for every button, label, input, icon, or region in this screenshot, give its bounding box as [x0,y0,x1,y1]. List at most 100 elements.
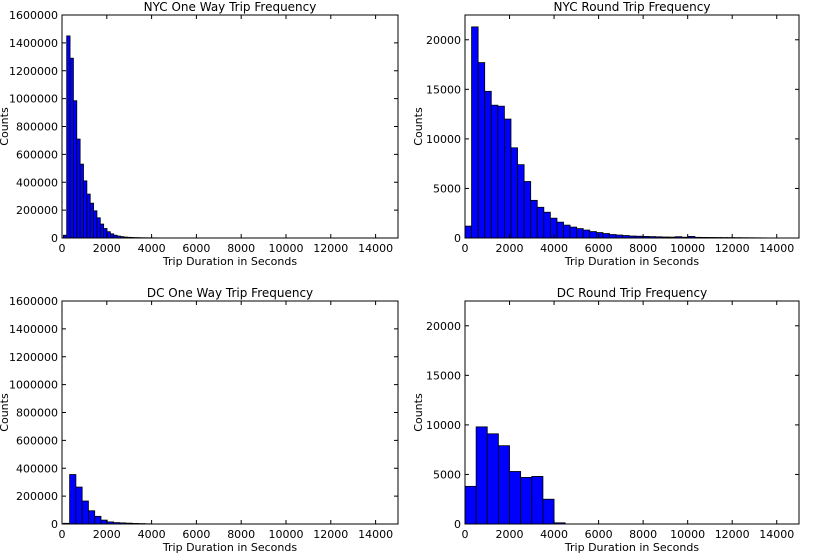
dc-round-trip-bar [486,433,499,525]
dc-round-trip-x-tick-label: 14000 [759,528,794,541]
nyc-one-way-title: NYC One Way Trip Frequency [144,0,317,14]
dc-one-way-y-tick-label: 400000 [16,462,58,475]
dc-round-trip-x-tick-label: 0 [462,528,469,541]
nyc-round-trip-bar [569,226,578,239]
dc-one-way-y-tick-label: 200000 [16,490,58,503]
dc-one-way-y-tick-label: 800000 [16,407,58,420]
nyc-round-trip-bar [523,181,532,239]
nyc-round-trip-bar [497,105,505,239]
nyc-round-trip-x-tick-label: 6000 [585,242,613,255]
nyc-one-way-bar [106,231,111,239]
nyc-round-trip-title: NYC Round Trip Frequency [554,0,711,14]
nyc-one-way-subplot: 0 2000 4000 6000 8000 10000 12000 14000 0 200000 4… [0,0,399,268]
nyc-one-way-bar [96,217,101,239]
nyc-round-trip-bar [517,164,525,239]
nyc-one-way-y-axis-label: Counts [0,107,11,146]
dc-one-way-y-tick-label: 1200000 [9,351,58,364]
dc-round-trip-x-tick-label: 2000 [496,528,524,541]
nyc-one-way-bar [73,100,78,239]
dc-one-way-x-tick-label: 4000 [138,528,166,541]
nyc-one-way-y-tick-label: 1400000 [9,37,58,50]
nyc-round-trip-bar [589,231,597,239]
dc-one-way-y-axis-label: Counts [0,393,11,432]
dc-round-trip-axes-frame [464,300,800,525]
dc-round-trip-y-tick-label: 20000 [426,320,461,333]
nyc-one-way-bar [79,163,84,239]
nyc-round-trip-bar [543,211,551,239]
dc-one-way-y-tick-label: 1000000 [9,379,58,392]
nyc-one-way-x-axis-label: Trip Duration in Seconds [162,255,297,268]
nyc-one-way-y-tick-label: 0 [51,232,58,245]
nyc-one-way-bars [62,35,168,239]
dc-one-way-x-axis-label: Trip Duration in Seconds [162,541,297,554]
nyc-one-way-y-tick-label: 1600000 [9,9,58,22]
nyc-one-way-x-tick-label: 12000 [313,242,348,255]
nyc-round-trip-y-tick-label: 15000 [426,83,461,96]
nyc-round-trip-bar [609,234,617,239]
dc-round-trip-y-axis-label: Counts [412,393,425,432]
nyc-one-way-x-tick-label: 8000 [227,242,255,255]
dc-round-trip-y-tick-label: 15000 [426,369,461,382]
nyc-round-trip-x-tick-label: 2000 [496,242,524,255]
dc-round-trip-y-tick-label: 5000 [433,468,461,481]
nyc-round-trip-y-axis-label: Counts [412,107,425,146]
nyc-round-trip-x-tick-label: 14000 [759,242,794,255]
nyc-round-trip-bar [556,221,564,239]
nyc-round-trip-y-tick-label: 10000 [426,133,461,146]
nyc-round-trip-x-tick-label: 8000 [629,242,657,255]
nyc-round-trip-bar [576,228,584,239]
dc-round-trip-x-tick-label: 6000 [585,528,613,541]
nyc-one-way-bar [99,223,105,239]
nyc-one-way-y-tick-label: 800000 [16,121,58,134]
nyc-round-trip-subplot: 0 2000 4000 6000 8000 10000 12000 14000 0 5000 100… [412,0,800,268]
dc-one-way-x-tick-label: 2000 [93,528,121,541]
nyc-round-trip-bar [477,62,486,239]
dc-round-trip-bar [520,477,533,525]
dc-one-way-subplot: 0 2000 4000 6000 8000 10000 12000 14000 0 200000 4… [0,286,399,554]
dc-round-trip-x-tick-label: 4000 [540,528,568,541]
nyc-one-way-bar [69,57,74,239]
dc-one-way-bar [88,510,96,525]
nyc-one-way-axes-frame [61,14,399,239]
dc-round-trip-bar [542,498,555,525]
dc-one-way-x-tick-label: 0 [59,528,66,541]
nyc-round-trip-y-tick-label: 20000 [426,34,461,47]
dc-one-way-bar [81,500,89,525]
nyc-one-way-x-tick-label: 6000 [182,242,210,255]
dc-round-trip-x-tick-label: 8000 [629,528,657,541]
dc-round-trip-title: DC Round Trip Frequency [557,286,707,300]
nyc-one-way-bar [89,202,94,239]
dc-round-trip-subplot: 0 2000 4000 6000 8000 10000 12000 14000 0 5000 100… [412,286,800,554]
dc-round-trip-y-tick-label: 10000 [426,419,461,432]
dc-one-way-x-tick-label: 12000 [313,528,348,541]
nyc-one-way-bar [86,193,91,239]
nyc-one-way-bar [66,35,71,239]
dc-one-way-x-tick-label: 14000 [358,528,393,541]
nyc-round-trip-y-tick-label: 0 [454,232,461,245]
nyc-one-way-y-tick-label: 400000 [16,176,58,189]
nyc-one-way-y-tick-label: 1200000 [9,65,58,78]
nyc-one-way-y-tick-label: 200000 [16,204,58,217]
nyc-round-trip-y-tick-label: 5000 [433,182,461,195]
nyc-one-way-bar [83,180,88,239]
nyc-round-trip-bar [490,104,499,239]
dc-one-way-x-tick-label: 10000 [269,528,304,541]
dc-one-way-axes-frame [61,300,399,525]
nyc-round-trip-bar [563,224,571,239]
dc-round-trip-x-axis-label: Trip Duration in Seconds [564,541,699,554]
nyc-one-way-x-tick-label: 14000 [358,242,393,255]
nyc-round-trip-bar [510,147,518,239]
nyc-one-way-y-tick-label: 600000 [16,148,58,161]
nyc-one-way-x-tick-label: 2000 [93,242,121,255]
dc-round-trip-bars [464,426,566,525]
nyc-round-trip-bar [504,118,512,239]
dc-round-trip-bar [464,485,477,525]
nyc-round-trip-bar [464,225,472,239]
nyc-one-way-bar [93,210,98,239]
nyc-one-way-x-tick-label: 10000 [269,242,304,255]
dc-round-trip-bar [531,476,544,525]
nyc-round-trip-bar [471,26,479,239]
dc-one-way-x-tick-label: 8000 [227,528,255,541]
nyc-round-trip-x-axis-label: Trip Duration in Seconds [564,255,699,268]
